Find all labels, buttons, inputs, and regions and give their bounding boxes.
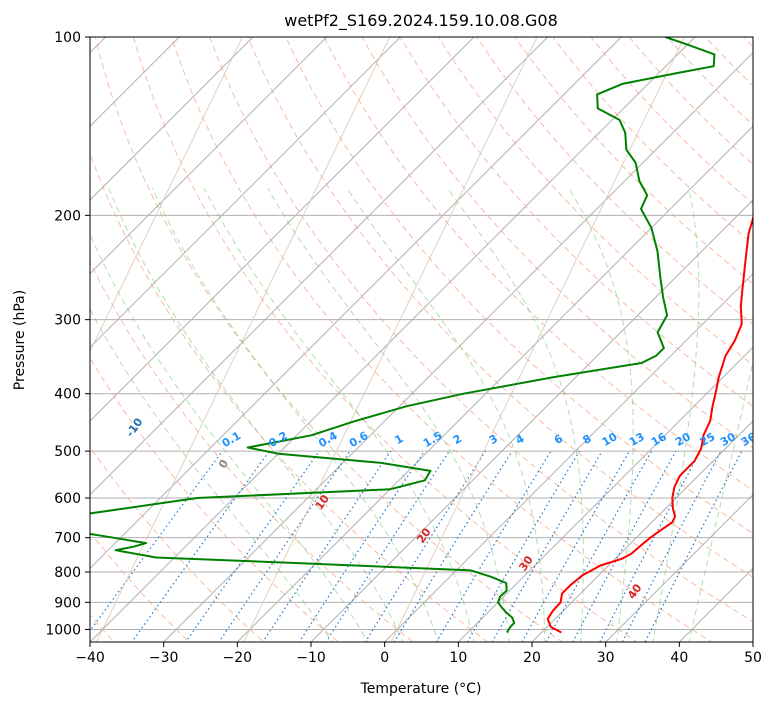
- x-tick-label: 20: [523, 650, 541, 666]
- y-tick-label: 800: [54, 565, 81, 581]
- y-tick-label: 500: [54, 444, 81, 460]
- y-tick-label: 700: [54, 531, 81, 547]
- y-tick-label: 1000: [45, 622, 81, 638]
- x-tick-label: 40: [670, 650, 688, 666]
- x-tick-label: 10: [449, 650, 467, 666]
- y-tick-label: 300: [54, 313, 81, 329]
- x-tick-label: −40: [75, 650, 105, 666]
- x-tick-label: −10: [296, 650, 326, 666]
- x-tick-label: −20: [223, 650, 253, 666]
- x-tick-label: 50: [744, 650, 762, 666]
- y-tick-label: 900: [54, 595, 81, 611]
- y-axis-label: Pressure (hPa): [12, 290, 28, 390]
- x-axis-label: Temperature (°C): [360, 681, 482, 697]
- x-tick-label: 30: [597, 650, 615, 666]
- chart-title: wetPf2_S169.2024.159.10.08.G08: [284, 11, 558, 31]
- x-tick-label: −30: [149, 650, 179, 666]
- y-tick-label: 600: [54, 491, 81, 507]
- y-tick-label: 100: [54, 30, 81, 46]
- x-tick-label: 0: [380, 650, 389, 666]
- y-tick-label: 400: [54, 387, 81, 403]
- y-tick-label: 200: [54, 208, 81, 224]
